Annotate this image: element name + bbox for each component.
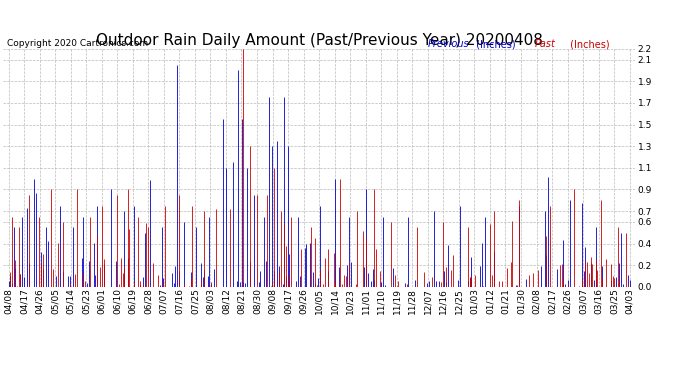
Text: (Inches): (Inches) <box>473 39 515 50</box>
Text: (Inches): (Inches) <box>567 39 610 50</box>
Text: Previous: Previous <box>428 39 469 50</box>
Title: Outdoor Rain Daily Amount (Past/Previous Year) 20200408: Outdoor Rain Daily Amount (Past/Previous… <box>96 33 542 48</box>
Text: Past: Past <box>535 39 555 50</box>
Text: Copyright 2020 Cartronics.com: Copyright 2020 Cartronics.com <box>7 39 148 48</box>
